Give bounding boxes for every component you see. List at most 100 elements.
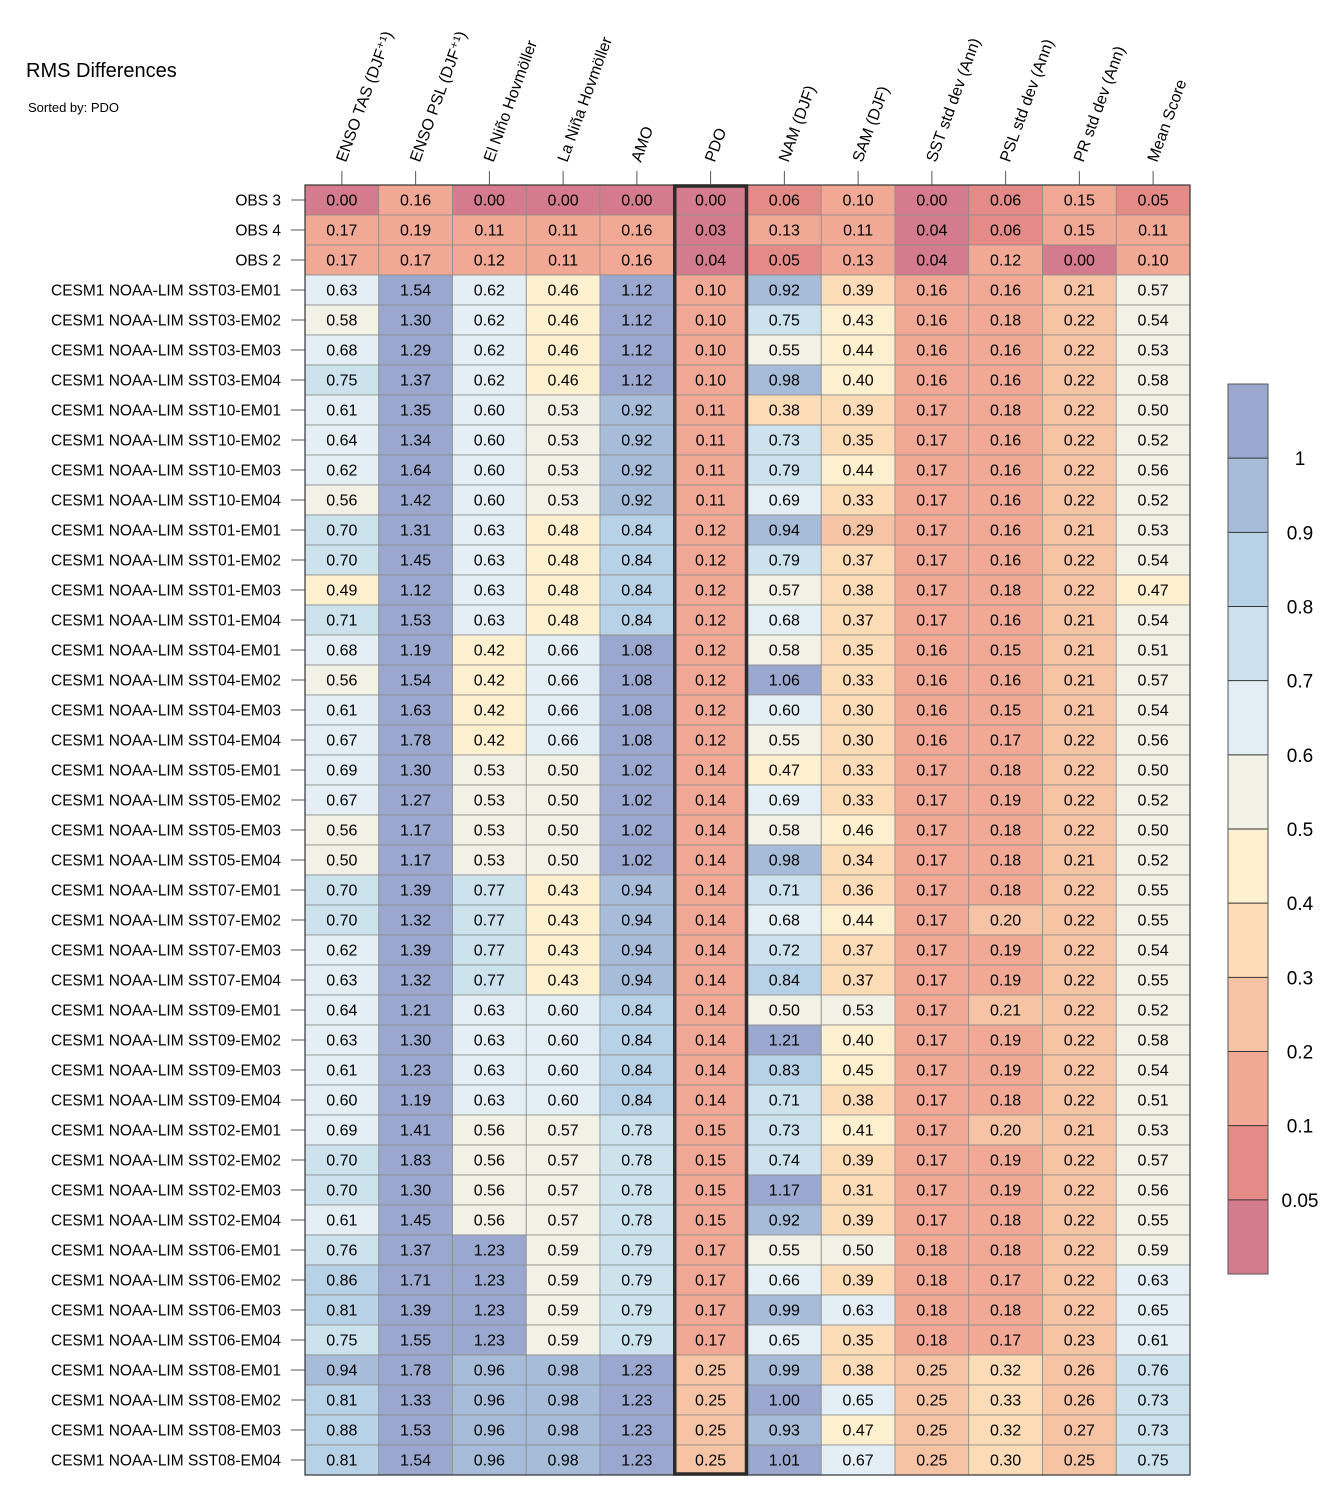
cell-value-label: 0.22 [1064,1183,1095,1200]
cell-value-label: 0.94 [621,883,652,900]
cell-value-label: 0.17 [916,1093,947,1110]
heatmap-cell [1042,1414,1117,1446]
cell-value-label: 0.48 [548,553,579,570]
cell-value-label: 0.18 [916,1333,947,1350]
heatmap-cell [1042,574,1117,606]
cell-value-label: 0.21 [1064,613,1095,630]
cell-value-label: 1.35 [400,403,431,420]
heatmap-cell [378,844,453,876]
heatmap-cell [820,334,896,366]
heatmap-cell [1115,694,1191,726]
cell-value-label: 0.67 [326,793,357,810]
heatmap-cell [525,484,601,516]
cell-value-label: 0.73 [1138,1393,1169,1410]
heatmap-cell [525,934,601,966]
heatmap-cell [1115,634,1191,666]
heatmap-cell [968,1444,1043,1476]
heatmap-cell [378,1234,453,1266]
cell-value-label: 0.50 [548,853,579,870]
cell-value-label: 1.23 [474,1243,505,1260]
heatmap-cell [452,964,527,996]
heatmap-cell [452,874,527,906]
cell-value-label: 0.18 [990,403,1021,420]
row-label: CESM1 NOAA-LIM SST01-EM02 [51,553,281,570]
column-label: Mean Score [1145,77,1191,164]
row-label: CESM1 NOAA-LIM SST05-EM03 [51,823,281,840]
cell-value-label: 1.41 [400,1123,431,1140]
heatmap-cell [525,184,601,216]
cell-value-label: 1.30 [400,1183,431,1200]
heatmap-cell [894,994,970,1026]
heatmap-cell [452,544,527,576]
heatmap-cell [747,544,822,576]
heatmap-cell [304,1444,380,1476]
heatmap-cell [968,304,1043,336]
heatmap-cell [673,964,748,996]
cell-value-label: 0.84 [621,1033,652,1050]
heatmap-cell [304,304,380,336]
heatmap-cell [1115,1444,1191,1476]
heatmap-cell [452,244,527,276]
cell-value-label: 0.58 [326,313,357,330]
heatmap-cell [304,994,380,1026]
cell-value-label: 0.54 [1138,703,1169,720]
heatmap-cell [820,364,896,396]
cell-value-label: 0.60 [548,1003,579,1020]
sorted-column-highlight [673,184,749,1476]
row-label: CESM1 NOAA-LIM SST10-EM04 [51,493,281,510]
cell-value-label: 0.18 [990,853,1021,870]
row-label: CESM1 NOAA-LIM SST05-EM04 [51,853,281,870]
cell-value-label: 0.66 [769,1273,800,1290]
cell-value-label: 0.75 [326,373,357,390]
cell-value-label: 0.40 [843,373,874,390]
heatmap-cell [820,1414,896,1446]
cell-value-label: 0.66 [548,643,579,660]
cell-value-label: 1.19 [400,643,431,660]
heatmap-cell [304,1414,380,1446]
heatmap-cell [1042,754,1117,786]
heatmap-cell [304,514,380,546]
cell-value-label: 1.23 [621,1453,652,1470]
cell-value-label: 0.16 [990,373,1021,390]
cell-value-label: 0.50 [1138,403,1169,420]
heatmap-cell [820,1024,896,1056]
heatmap-cell [747,844,822,876]
cell-value-label: 0.40 [843,1033,874,1050]
cell-value-label: 0.94 [621,943,652,960]
heatmap-cell [1042,1354,1117,1386]
cell-value-label: 0.16 [916,733,947,750]
heatmap-cell [452,1114,527,1146]
heatmap-cell [894,1354,970,1386]
cell-value-label: 0.54 [1138,613,1169,630]
heatmap-cell [747,1264,822,1296]
heatmap-cell [525,274,601,306]
heatmap-cell [747,184,822,216]
cell-value-label: 0.63 [843,1303,874,1320]
row-label: CESM1 NOAA-LIM SST10-EM02 [51,433,281,450]
heatmap-cell [599,484,675,516]
cell-value-label: 0.10 [843,193,874,210]
column-label: SST std dev (Ann) [924,36,985,164]
cell-value-label: 0.84 [621,523,652,540]
cell-value-label: 0.00 [548,193,579,210]
heatmap-cell [820,214,896,246]
cell-value-label: 0.17 [916,793,947,810]
cell-value-label: 0.68 [769,613,800,630]
cell-value-label: 0.57 [1138,673,1169,690]
cell-value-label: 0.33 [843,763,874,780]
colorbar-tick-label: 0.7 [1287,672,1313,693]
heatmap-cell [599,1114,675,1146]
heatmap-cell [1042,814,1117,846]
cell-value-label: 0.71 [769,1093,800,1110]
heatmap-cell [747,424,822,456]
heatmap-cell [673,604,748,636]
colorbar-segment [1228,903,1268,978]
cell-value-label: 1.31 [400,523,431,540]
cell-value-label: 0.84 [621,613,652,630]
cell-value-label: 0.10 [695,373,726,390]
cell-value-label: 0.50 [326,853,357,870]
heatmap-cell [968,424,1043,456]
heatmap-cell [673,1414,748,1446]
heatmap-cell [1115,874,1191,906]
colorbar-segment [1228,680,1268,755]
